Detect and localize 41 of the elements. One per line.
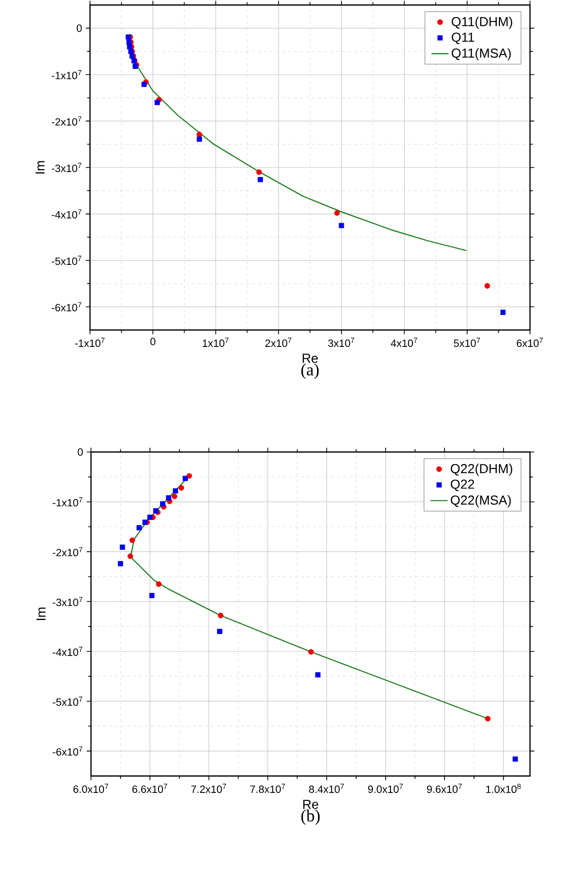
legend-label: Q22(MSA): [450, 495, 511, 508]
x-tick-label: 9.0x10$^{7}$: [368, 784, 403, 793]
x-tick-label: 1x10$^{7}$: [202, 338, 229, 347]
x-axis-title: Re: [303, 800, 318, 809]
y-tick-label: -6x10$^{7}$: [52, 302, 82, 312]
y-tick-label: 0: [78, 448, 83, 456]
y-tick-label: -1x10$^{7}$: [52, 497, 82, 506]
y-tick-label: 0: [76, 24, 82, 32]
x-tick-label: 3x10$^{7}$: [328, 338, 354, 347]
y-tick-label: -1x10$^{7}$: [52, 70, 82, 80]
y-tick-label: -2x10$^{7}$: [52, 116, 82, 126]
text: (a): [301, 364, 319, 379]
text: (b): [301, 810, 320, 825]
x-tick-label: 5x10$^{7}$: [454, 338, 480, 347]
x-tick-label: 7.8x10$^{7}$: [250, 784, 285, 793]
y-tick-label: -6x10$^{7}$: [52, 746, 82, 756]
x-tick-label: 4x10$^{7}$: [390, 338, 418, 347]
y-axis-title: Im: [36, 608, 46, 620]
x-tick-label: 8.4x10$^{7}$: [309, 784, 344, 793]
x-axis-title: Re: [302, 354, 318, 363]
y-tick-label: -5x10$^{7}$: [52, 696, 82, 706]
legend-label: Q11(DHM): [452, 16, 512, 29]
y-tick-label: -3x10$^{7}$: [52, 596, 82, 606]
legend-label: Q22: [450, 480, 474, 492]
y-tick-label: -5x10$^{7}$: [52, 256, 82, 265]
x-tick-label: 0: [150, 338, 156, 346]
y-axis-title: Im: [36, 161, 44, 174]
y-tick-label: -2x10$^{7}$: [52, 547, 82, 556]
x-tick-label: 2x10$^{7}$: [265, 338, 292, 347]
x-tick-label: 6.6x10$^{7}$: [132, 784, 168, 793]
x-tick-label: 1.0x10$^{8}$: [486, 784, 521, 794]
legend-label: Q11: [452, 32, 474, 44]
legend-label: Q11(MSA): [452, 48, 511, 60]
y-tick-label: -4x10$^{7}$: [52, 209, 82, 218]
x-tick-label: 9.6x10$^{7}$: [426, 784, 462, 793]
legend-label: Q22(DHM): [450, 464, 512, 476]
x-tick-label: 6.0x10$^{7}$: [73, 784, 108, 793]
y-tick-label: -3x10$^{7}$: [52, 162, 82, 172]
y-tick-label: -4x10$^{7}$: [52, 646, 82, 656]
x-tick-label: 7.2x10$^{7}$: [191, 784, 226, 793]
x-tick-label: 6x10$^{7}$: [516, 338, 543, 347]
